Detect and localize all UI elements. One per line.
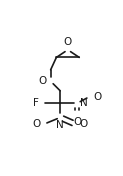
Text: N: N [56, 120, 64, 130]
Text: O: O [39, 76, 47, 86]
Text: O: O [79, 119, 87, 129]
Text: O: O [94, 92, 102, 102]
Text: O: O [32, 119, 40, 129]
Text: O: O [64, 37, 72, 47]
Text: O: O [73, 117, 81, 127]
Text: N: N [80, 98, 88, 108]
Text: F: F [33, 98, 39, 108]
